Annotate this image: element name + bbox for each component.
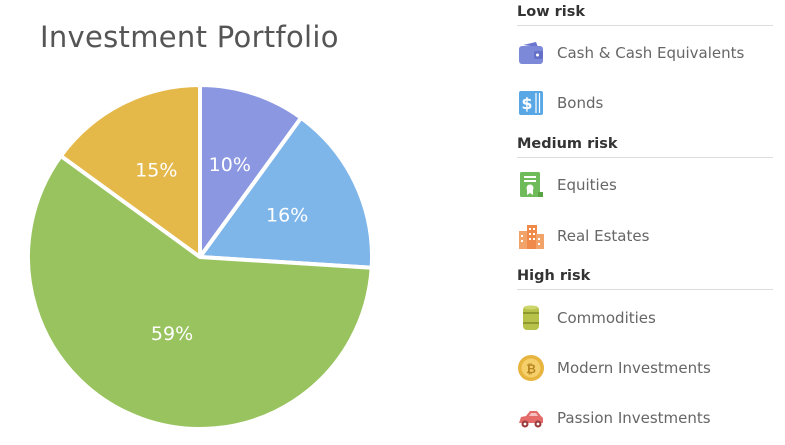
bitcoin-coin-icon: ₿ — [517, 354, 545, 382]
dollar-document-icon: $ — [517, 89, 545, 117]
pie-slice-bonds — [198, 115, 374, 270]
legend-label: Equities — [557, 176, 617, 194]
legend-item-bonds: $ Bonds — [517, 88, 775, 118]
pie-slice-real-estates — [58, 83, 202, 259]
legend-group-low-risk-header: Low risk — [517, 4, 773, 26]
legend-group-medium-risk-header: Medium risk — [517, 136, 773, 158]
legend-item-passion-investments: Passion Investments — [517, 403, 775, 433]
svg-text:$: $ — [521, 94, 532, 113]
legend-item-cash: Cash & Cash Equivalents — [517, 38, 775, 68]
pie-slice-label: 10% — [209, 154, 251, 176]
pie-slice-equities — [26, 153, 374, 431]
barrel-icon — [517, 304, 545, 332]
legend-label: Modern Investments — [557, 359, 711, 377]
legend-item-real-estates: Real Estates — [517, 221, 775, 251]
wallet-icon — [517, 39, 545, 67]
car-icon — [517, 404, 545, 432]
svg-text:₿: ₿ — [526, 362, 536, 376]
legend-label: Passion Investments — [557, 409, 711, 427]
pie-chart: 10% 16% 59% 15% — [26, 83, 374, 431]
legend-label: Cash & Cash Equivalents — [557, 44, 745, 62]
legend-label: Real Estates — [557, 227, 650, 245]
legend-item-commodities: Commodities — [517, 303, 775, 333]
pie-slice-cash-cash-equivalents — [198, 83, 304, 259]
legend-label: Bonds — [557, 94, 604, 112]
chart-title: Investment Portfolio — [40, 20, 339, 54]
pie-slice-label: 59% — [151, 323, 193, 345]
legend-item-equities: Equities — [517, 170, 775, 200]
pie-slice-label: 16% — [266, 204, 308, 226]
legend-group-high-risk-header: High risk — [517, 268, 773, 290]
legend-item-modern-investments: ₿ Modern Investments — [517, 353, 775, 383]
legend-label: Commodities — [557, 309, 656, 327]
certificate-icon — [517, 171, 545, 199]
buildings-icon — [517, 222, 545, 250]
pie-slice-label: 15% — [135, 160, 177, 182]
